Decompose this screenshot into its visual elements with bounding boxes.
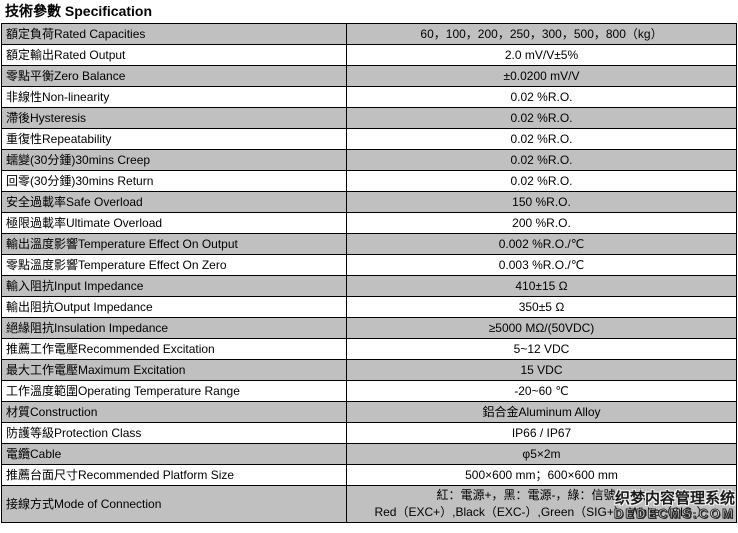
page-title: 技術參數 Specification — [5, 3, 153, 19]
table-row: 材質Construction 鋁合金Aluminum Alloy — [1, 401, 737, 423]
table-row: 輸出阻抗Output Impedance 350±5 Ω — [1, 296, 737, 318]
param-cell: 材質Construction — [1, 401, 347, 423]
value-cell: 0.003 %R.O./℃ — [346, 254, 737, 276]
value-cell: IP66 / IP67 — [346, 422, 737, 444]
param-cell: 接線方式Mode of Connection — [1, 485, 347, 523]
connection-value-line-2: Red（EXC+）,Black（EXC-）,Green（SIG+）,White（… — [374, 505, 709, 519]
param-cell: 極限過載率Ultimate Overload — [1, 212, 347, 234]
table-row: 安全過載率Safe Overload 150 %R.O. — [1, 191, 737, 213]
table-row: 輸出溫度影響Temperature Effect On Output 0.002 … — [1, 233, 737, 255]
value-cell: 紅：電源+，黑：電源-，綠：信號+，白 Red（EXC+）,Black（EXC-）… — [346, 485, 737, 523]
param-cell: 零點溫度影響Temperature Effect On Zero — [1, 254, 347, 276]
value-cell: φ5×2m — [346, 443, 737, 465]
value-cell: 5~12 VDC — [346, 338, 737, 360]
value-cell: ±0.0200 mV/V — [346, 65, 737, 87]
param-cell: 輸入阻抗Input Impedance — [1, 275, 347, 297]
value-cell: 200 %R.O. — [346, 212, 737, 234]
value-cell: 2.0 mV/V±5% — [346, 44, 737, 66]
param-cell: 安全過載率Safe Overload — [1, 191, 347, 213]
param-cell: 零點平衡Zero Balance — [1, 65, 347, 87]
table-row: 零點平衡Zero Balance ±0.0200 mV/V — [1, 65, 737, 87]
param-cell: 電纜Cable — [1, 443, 347, 465]
table-row: 輸入阻抗Input Impedance 410±15 Ω — [1, 275, 737, 297]
table-row: 重復性Repeatability 0.02 %R.O. — [1, 128, 737, 150]
table-row: 滯後Hysteresis 0.02 %R.O. — [1, 107, 737, 129]
value-cell: 15 VDC — [346, 359, 737, 381]
param-cell: 推薦工作電壓Recommended Excitation — [1, 338, 347, 360]
table-row: 蠕變(30分鍾)30mins Creep 0.02 %R.O. — [1, 149, 737, 171]
value-cell: 0.002 %R.O./℃ — [346, 233, 737, 255]
param-cell: 工作溫度範圍Operating Temperature Range — [1, 380, 347, 402]
param-cell: 輸出阻抗Output Impedance — [1, 296, 347, 318]
param-cell: 推薦台面尺寸Recommended Platform Size — [1, 464, 347, 486]
param-cell: 非線性Non-linearity — [1, 86, 347, 108]
value-cell: 0.02 %R.O. — [346, 86, 737, 108]
table-row: 接線方式Mode of Connection 紅：電源+，黑：電源-，綠：信號+，… — [1, 485, 737, 523]
param-cell: 滯後Hysteresis — [1, 107, 347, 129]
param-cell: 絕緣阻抗Insulation Impedance — [1, 317, 347, 339]
param-cell: 額定負荷Rated Capacities — [1, 23, 347, 45]
value-cell: 500×600 mm；600×600 mm — [346, 464, 737, 486]
table-row: 絕緣阻抗Insulation Impedance ≥5000 MΩ/(50VDC) — [1, 317, 737, 339]
param-cell: 額定輸出Rated Output — [1, 44, 347, 66]
value-cell: 150 %R.O. — [346, 191, 737, 213]
value-cell: ≥5000 MΩ/(50VDC) — [346, 317, 737, 339]
table-row: 非線性Non-linearity 0.02 %R.O. — [1, 86, 737, 108]
table-row: 推薦台面尺寸Recommended Platform Size 500×600 m… — [1, 464, 737, 486]
param-cell: 防護等級Protection Class — [1, 422, 347, 444]
table-row: 極限過載率Ultimate Overload 200 %R.O. — [1, 212, 737, 234]
param-cell: 重復性Repeatability — [1, 128, 347, 150]
param-cell: 最大工作電壓Maximum Excitation — [1, 359, 347, 381]
value-cell: 鋁合金Aluminum Alloy — [346, 401, 737, 423]
table-row: 工作溫度範圍Operating Temperature Range -20~60 … — [1, 380, 737, 402]
table-row: 額定輸出Rated Output 2.0 mV/V±5% — [1, 44, 737, 66]
table-row: 電纜Cable φ5×2m — [1, 443, 737, 465]
value-cell: 0.02 %R.O. — [346, 149, 737, 171]
param-cell: 輸出溫度影響Temperature Effect On Output — [1, 233, 347, 255]
value-cell: 410±15 Ω — [346, 275, 737, 297]
table-row: 回零(30分鍾)30mins Return 0.02 %R.O. — [1, 170, 737, 192]
value-cell: 0.02 %R.O. — [346, 128, 737, 150]
spec-table-body: 額定負荷Rated Capacities 60，100，200，250，300，5… — [1, 23, 737, 523]
spec-page: { "title": "技術參數 Specification", "colors… — [0, 3, 738, 533]
connection-value-line-1: 紅：電源+，黑：電源-，綠：信號+，白 — [436, 488, 647, 502]
value-cell: 0.02 %R.O. — [346, 107, 737, 129]
value-cell: 0.02 %R.O. — [346, 170, 737, 192]
spec-table: 額定負荷Rated Capacities 60，100，200，250，300，5… — [1, 23, 737, 523]
param-cell: 回零(30分鍾)30mins Return — [1, 170, 347, 192]
value-cell: 60，100，200，250，300，500，800（kg） — [346, 23, 737, 45]
table-row: 額定負荷Rated Capacities 60，100，200，250，300，5… — [1, 23, 737, 45]
table-row: 推薦工作電壓Recommended Excitation 5~12 VDC — [1, 338, 737, 360]
value-cell: -20~60 ℃ — [346, 380, 737, 402]
param-cell: 蠕變(30分鍾)30mins Creep — [1, 149, 347, 171]
table-row: 防護等級Protection Class IP66 / IP67 — [1, 422, 737, 444]
table-row: 最大工作電壓Maximum Excitation 15 VDC — [1, 359, 737, 381]
value-cell: 350±5 Ω — [346, 296, 737, 318]
table-row: 零點溫度影響Temperature Effect On Zero 0.003 %R… — [1, 254, 737, 276]
